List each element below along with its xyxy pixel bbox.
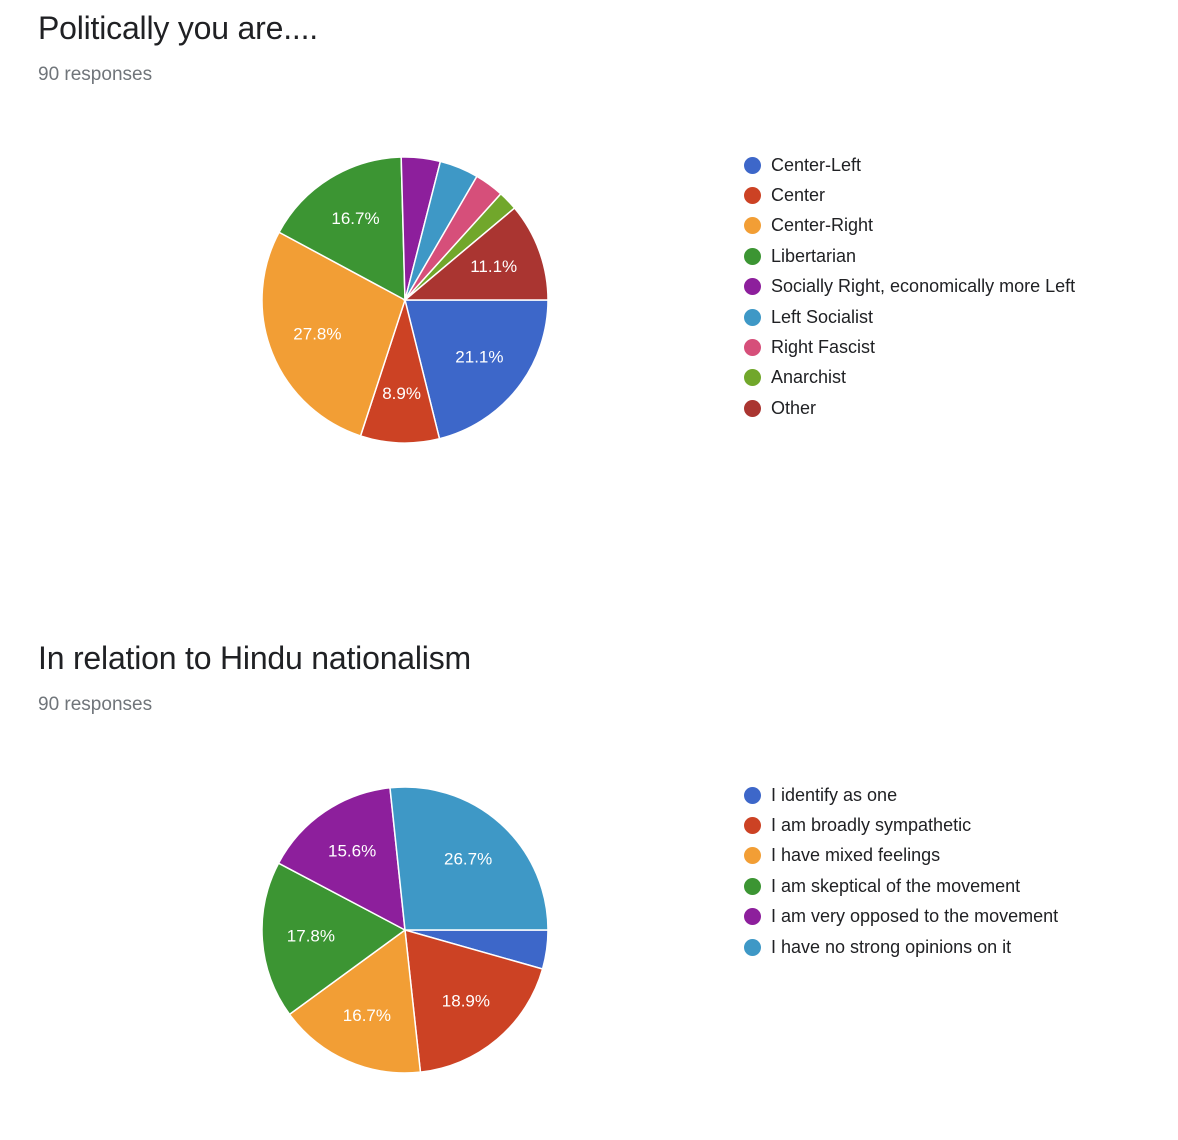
legend-swatch xyxy=(744,786,761,804)
question-card-hindu-nationalism: In relation to Hindu nationalism 90 resp… xyxy=(0,630,1178,1140)
legend-item[interactable]: I have mixed feelings xyxy=(744,841,1058,871)
slice-data-label: 17.8% xyxy=(287,926,335,945)
pie-slice[interactable] xyxy=(278,156,406,302)
legend-swatch xyxy=(744,908,761,926)
pie-slice[interactable] xyxy=(261,862,407,1016)
legend-label: Left Socialist xyxy=(771,306,874,327)
legend-label: Socially Right, economically more Left xyxy=(771,276,1076,297)
pie-slice[interactable] xyxy=(288,928,422,1074)
legend-swatch xyxy=(744,369,761,387)
legend-swatch xyxy=(744,156,761,174)
legend-item[interactable]: Socially Right, economically more Left xyxy=(744,272,1075,302)
pie-chart: 21.1% 8.9% 27.8% 16.7% 11.1% xyxy=(261,156,549,444)
legend-swatch xyxy=(744,339,761,357)
question-title: In relation to Hindu nationalism xyxy=(38,640,471,676)
legend-label: I am skeptical of the movement xyxy=(771,875,1021,896)
legend-label: I have mixed feelings xyxy=(771,845,941,866)
slice-data-label: 11.1% xyxy=(470,257,517,276)
legend-swatch xyxy=(744,308,761,326)
response-count: 90 responses xyxy=(38,694,153,715)
legend-label: Right Fascist xyxy=(771,337,876,358)
legend-swatch xyxy=(744,847,761,865)
slice-data-label: 15.6% xyxy=(328,841,376,860)
legend-item[interactable]: Other xyxy=(744,393,1075,423)
legend-item[interactable]: Center-Left xyxy=(744,150,1075,180)
chart-legend: I identify as one I am broadly sympatheti… xyxy=(744,780,1058,962)
pie-slice[interactable] xyxy=(402,207,549,301)
legend-item[interactable]: I am very opposed to the movement xyxy=(744,902,1058,932)
legend-item[interactable]: I am broadly sympathetic xyxy=(744,810,1058,840)
slice-data-label: 8.9% xyxy=(382,384,421,403)
question-title: Politically you are.... xyxy=(38,10,318,46)
legend-swatch xyxy=(744,877,761,895)
pie-slice[interactable] xyxy=(277,786,406,932)
question-card-politics: Politically you are.... 90 responses 21.… xyxy=(0,0,1178,560)
legend-item[interactable]: Center-Right xyxy=(744,211,1075,241)
pie-slice[interactable] xyxy=(404,928,544,1073)
legend-label: Center-Right xyxy=(771,215,874,236)
legend-swatch xyxy=(744,817,761,835)
legend-label: I identify as one xyxy=(771,784,898,805)
legend-label: I am very opposed to the movement xyxy=(771,906,1059,927)
slice-data-label: 16.7% xyxy=(331,209,379,228)
legend-label: Libertarian xyxy=(771,245,857,266)
legend-label: Center xyxy=(771,185,826,206)
legend-swatch xyxy=(744,187,761,205)
slice-data-label: 27.8% xyxy=(293,325,341,344)
pie-slice[interactable] xyxy=(261,231,406,437)
legend-swatch xyxy=(744,217,761,235)
legend-swatch xyxy=(744,938,761,956)
legend-label: Center-Left xyxy=(771,154,862,175)
legend-label: I am broadly sympathetic xyxy=(771,815,972,836)
legend-item[interactable]: I am skeptical of the movement xyxy=(744,871,1058,901)
legend-swatch xyxy=(744,247,761,265)
legend-label: Other xyxy=(771,397,817,418)
slice-data-label: 21.1% xyxy=(455,348,503,367)
slice-data-label: 18.9% xyxy=(442,992,490,1011)
response-count: 90 responses xyxy=(38,64,153,85)
legend-item[interactable]: Anarchist xyxy=(744,363,1075,393)
legend-swatch xyxy=(744,399,761,417)
legend-item[interactable]: I identify as one xyxy=(744,780,1058,810)
legend-item[interactable]: Libertarian xyxy=(744,241,1075,271)
legend-item[interactable]: Center xyxy=(744,180,1075,210)
slice-data-label: 26.7% xyxy=(444,849,492,868)
legend-item[interactable]: I have no strong opinions on it xyxy=(744,932,1058,962)
legend-item[interactable]: Right Fascist xyxy=(744,332,1075,362)
pie-chart: 18.9% 16.7% 17.8% 15.6% 26.7% xyxy=(261,786,549,1074)
pie-slice[interactable] xyxy=(359,297,441,444)
legend-item[interactable]: Left Socialist xyxy=(744,302,1075,332)
pie-slice[interactable] xyxy=(389,786,549,931)
slice-data-label: 16.7% xyxy=(343,1006,391,1025)
pie-slice[interactable] xyxy=(404,299,549,440)
legend-label: Anarchist xyxy=(771,367,847,388)
legend-label: I have no strong opinions on it xyxy=(771,936,1012,957)
legend-swatch xyxy=(744,278,761,296)
chart-legend: Center-Left Center Center-Right Libertarian… xyxy=(744,150,1075,424)
